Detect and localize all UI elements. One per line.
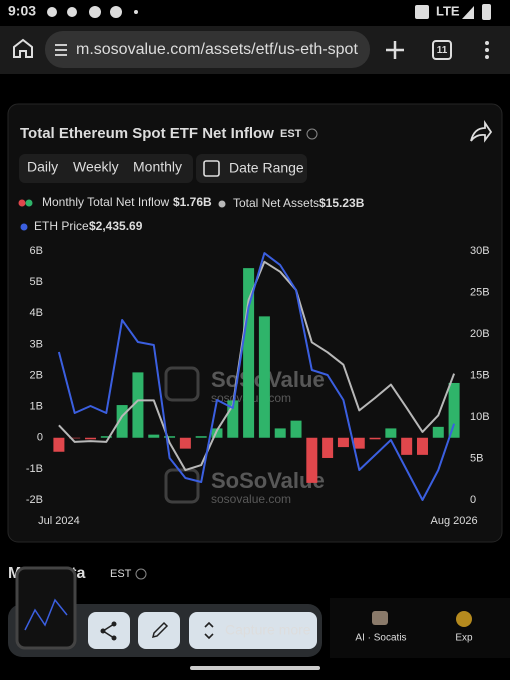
tab-switcher[interactable] xyxy=(432,40,452,60)
share-glyph xyxy=(102,623,115,639)
bar xyxy=(243,268,255,438)
bar xyxy=(290,420,302,438)
site-settings[interactable] xyxy=(55,44,67,56)
nav-icon xyxy=(372,611,388,625)
y-tick-label: 5B xyxy=(30,276,43,288)
watermark-site: sosovalue.com xyxy=(211,492,291,506)
legend-swatch xyxy=(18,199,26,207)
bar xyxy=(85,437,97,440)
legend-label[interactable]: Total Net Assets xyxy=(233,196,319,210)
bar xyxy=(148,434,160,438)
y-tick-label: 3B xyxy=(30,338,43,350)
legend-value: $2,435.69 xyxy=(89,219,143,233)
edit-button[interactable] xyxy=(138,612,180,649)
bar xyxy=(353,437,365,449)
network: LTE xyxy=(436,3,460,18)
y2-tick-label: 30B xyxy=(470,245,490,257)
x-tick-label: Aug 2026 xyxy=(431,515,478,527)
timezone: EST xyxy=(280,128,302,140)
y2-tick-label: 15B xyxy=(470,369,490,381)
url-field[interactable] xyxy=(45,31,370,68)
bar xyxy=(385,428,397,438)
bar xyxy=(448,382,460,438)
y2-tick-label: 0 xyxy=(470,494,476,506)
tab-count: 11 xyxy=(437,45,448,56)
bar xyxy=(369,437,381,440)
y2-tick-label: 25B xyxy=(470,286,490,298)
x-tick-label: Jul 2024 xyxy=(38,515,80,527)
share-icon[interactable] xyxy=(470,120,493,143)
legend-label[interactable]: Monthly Total Net Inflow xyxy=(42,195,170,209)
home-indicator xyxy=(190,666,320,670)
legend-swatch xyxy=(218,200,226,208)
share-button[interactable] xyxy=(88,612,130,649)
bottom-nav xyxy=(330,598,510,658)
bar xyxy=(132,372,144,438)
capture-more-button[interactable] xyxy=(189,612,317,649)
tab-daily[interactable]: Daily xyxy=(27,159,58,175)
legend-swatch xyxy=(20,223,28,231)
nav-label[interactable]: AI · Socatis xyxy=(355,633,406,644)
bar xyxy=(401,437,413,455)
legend-value: $15.23B xyxy=(319,196,365,210)
info-icon[interactable] xyxy=(306,128,318,140)
bar xyxy=(100,436,112,438)
legend-label[interactable]: ETH Price xyxy=(34,219,89,233)
bar xyxy=(69,437,81,439)
bar xyxy=(306,437,318,483)
capture-more: Capture more xyxy=(225,622,311,638)
watermark-brand: SoSoValue xyxy=(211,468,325,493)
y-tick-label: -1B xyxy=(26,463,43,475)
screenshot-thumbnail[interactable] xyxy=(15,566,77,650)
date-range-button[interactable] xyxy=(196,154,307,183)
bar xyxy=(432,426,444,438)
plot: -2B -1B 0 1B 2B 3B 4B 5B 6B 0 5B 10B 15B 20B 25B 30B Jul… xyxy=(26,245,490,527)
expand-glyph xyxy=(204,621,214,640)
clock: 9:03 xyxy=(8,3,36,19)
y2-tick-label: 5B xyxy=(470,452,483,464)
tab-monthly[interactable]: Monthly xyxy=(133,159,182,175)
legend-swatch xyxy=(25,199,33,207)
status-icons xyxy=(47,4,491,20)
bar xyxy=(322,437,334,458)
y-tick-label: 4B xyxy=(30,307,43,319)
timezone: EST xyxy=(110,568,132,580)
line xyxy=(57,252,456,501)
thumbnail-preview xyxy=(24,598,68,631)
chart-title: Total Ethereum Spot ETF Net Inflow xyxy=(20,125,274,142)
bar xyxy=(211,428,223,438)
bar xyxy=(116,405,128,438)
y2-tick-label: 20B xyxy=(470,328,490,340)
bar xyxy=(337,437,349,448)
y-tick-label: 2B xyxy=(30,369,43,381)
bar xyxy=(274,428,286,438)
chart-card xyxy=(7,103,503,543)
bar xyxy=(179,437,191,449)
bar xyxy=(164,436,176,438)
y2-tick-label: 10B xyxy=(470,411,490,423)
url: m.sosovalue.com/assets/etf/us-eth-spot xyxy=(76,41,358,58)
info-icon[interactable] xyxy=(135,568,147,580)
date-range: Date Range xyxy=(229,160,304,176)
calendar-icon xyxy=(203,160,220,177)
y-tick-label: 6B xyxy=(30,245,43,257)
nav-icon xyxy=(456,611,472,627)
legend-value: $1.76B xyxy=(173,195,212,209)
y-tick-label: -2B xyxy=(26,494,43,506)
new-tab[interactable] xyxy=(386,41,404,59)
tab-weekly[interactable]: Weekly xyxy=(73,159,119,175)
period-tabs xyxy=(19,154,193,183)
y-tick-label: 0 xyxy=(37,432,43,444)
bar xyxy=(53,437,65,452)
menu-button[interactable] xyxy=(485,41,489,59)
home-button[interactable] xyxy=(13,38,33,58)
nav-label[interactable]: Exp xyxy=(455,633,473,644)
edit-glyph xyxy=(151,621,169,639)
y-tick-label: 1B xyxy=(30,401,43,413)
bar xyxy=(258,316,270,438)
bar xyxy=(195,436,207,438)
bar xyxy=(227,400,239,438)
bar xyxy=(416,437,428,455)
